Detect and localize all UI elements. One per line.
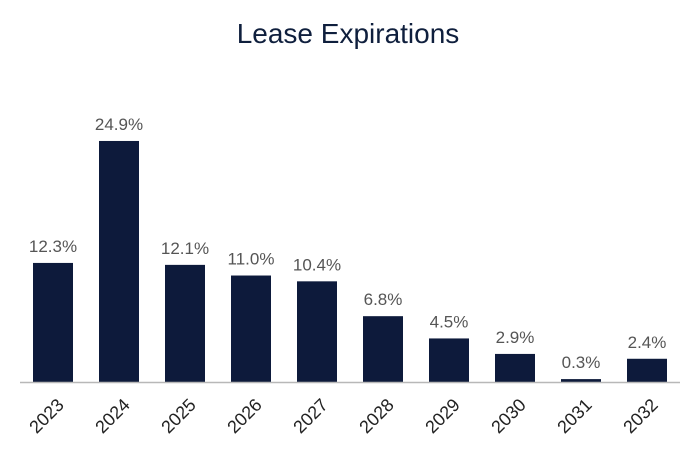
x-tick-label-2032: 2032 (619, 395, 661, 437)
bar-2023 (33, 262, 73, 382)
bar-2032 (627, 358, 667, 382)
x-tick-label-2024: 2024 (91, 395, 133, 437)
data-label-2028: 6.8% (364, 290, 403, 309)
data-label-2023: 12.3% (29, 237, 77, 256)
bar-2026 (231, 275, 271, 382)
data-label-2026: 11.0% (228, 250, 275, 269)
x-tick-label-2030: 2030 (487, 395, 529, 437)
data-label-2029: 4.5% (430, 312, 469, 331)
bar-2024 (99, 140, 139, 382)
chart-title: Lease Expirations (237, 18, 460, 49)
x-tick-labels-layer: 2023 2024 2025 2026 2027 2028 2029 2030 2031 2032 (25, 395, 661, 437)
bar-2030 (495, 353, 535, 382)
bar-2025 (165, 264, 205, 382)
data-label-2031: 0.3% (562, 353, 601, 372)
x-tick-label-2029: 2029 (421, 395, 463, 437)
bar-2028 (363, 316, 403, 382)
x-tick-label-2028: 2028 (355, 395, 397, 437)
data-label-2024: 24.9% (95, 115, 143, 134)
x-tick-label-2031: 2031 (553, 395, 595, 437)
data-label-2032: 2.4% (628, 333, 667, 352)
data-labels-layer: 12.3% 24.9% 12.1% 11.0% 10.4% 6.8% 4.5% 2.9% 0.3… (29, 115, 666, 372)
bars-layer (33, 140, 667, 382)
x-tick-label-2025: 2025 (157, 395, 199, 437)
bar-2027 (297, 281, 337, 382)
data-label-2025: 12.1% (161, 239, 209, 258)
bar-2031 (561, 379, 601, 382)
x-tick-label-2026: 2026 (223, 395, 265, 437)
data-label-2027: 10.4% (293, 255, 341, 274)
x-tick-label-2027: 2027 (289, 395, 331, 437)
data-label-2030: 2.9% (496, 328, 535, 347)
bar-2029 (429, 338, 469, 382)
x-tick-label-2023: 2023 (25, 395, 67, 437)
